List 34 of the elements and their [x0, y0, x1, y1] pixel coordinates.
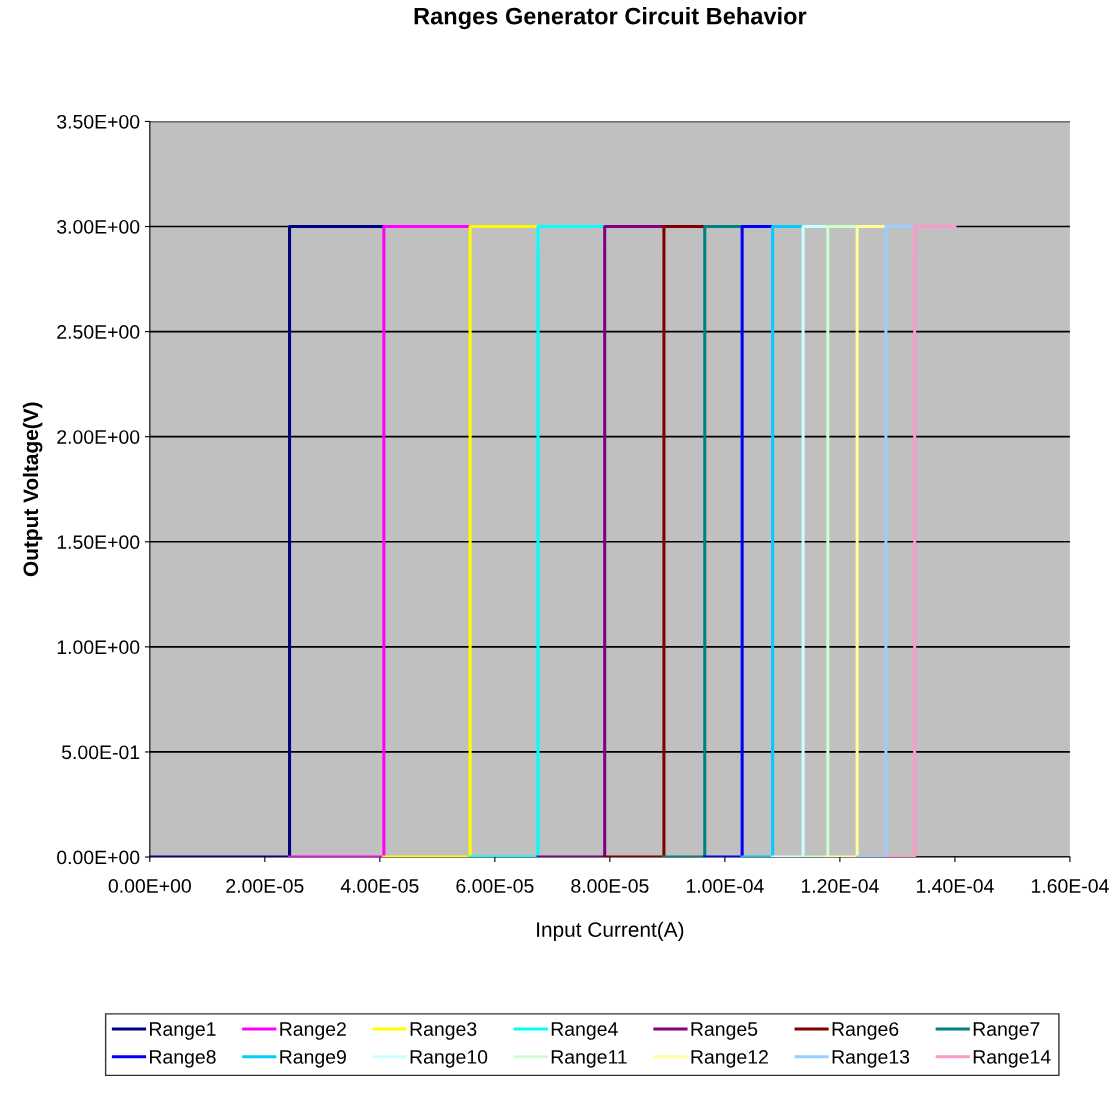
x-tick-label: 1.60E-04: [1031, 879, 1109, 893]
y-tick-label: 1.50E+00: [57, 535, 140, 550]
legend-label: Range13: [832, 1050, 910, 1068]
legend-label: Range3: [410, 1022, 477, 1040]
x-tick-label: 8.00E-05: [571, 879, 649, 893]
legend-label: Range12: [691, 1050, 768, 1068]
legend-label: Range1: [150, 1022, 216, 1040]
x-tick-label: 2.00E-05: [226, 879, 304, 893]
y-tick-label: 5.00E-01: [61, 745, 140, 760]
y-axis-title: Output Voltage(V): [22, 402, 43, 577]
legend-label: Range4: [551, 1022, 618, 1040]
y-tick-label: 2.50E+00: [57, 325, 140, 339]
legend-label: Range5: [691, 1022, 758, 1040]
x-tick-label: 4.00E-05: [340, 879, 419, 893]
y-tick-label: 1.00E+00: [57, 640, 140, 655]
y-tick-label: 3.00E+00: [57, 219, 140, 234]
legend-label: Range7: [973, 1022, 1040, 1040]
chart-title: Ranges Generator Circuit Behavior: [414, 7, 807, 30]
legend-label: Range11: [551, 1050, 627, 1068]
x-axis-title: Input Current(A): [537, 921, 684, 942]
x-tick-label: 0.00E+00: [108, 879, 191, 893]
y-tick-label: 0.00E+00: [57, 850, 140, 865]
y-tick-label: 2.00E+00: [57, 430, 140, 444]
x-tick-label: 1.00E-04: [686, 879, 764, 893]
y-tick-label: 3.50E+00: [57, 114, 140, 129]
legend-label: Range8: [150, 1050, 216, 1068]
x-tick-label: 1.20E-04: [801, 879, 879, 893]
legend-label: Range14: [973, 1050, 1051, 1068]
x-tick-label: 1.40E-04: [916, 879, 994, 893]
legend-label: Range2: [280, 1022, 346, 1040]
legend-label: Range10: [410, 1050, 488, 1068]
legend-label: Range6: [832, 1022, 899, 1040]
x-tick-label: 6.00E-05: [456, 879, 534, 893]
legend-label: Range9: [280, 1050, 346, 1068]
